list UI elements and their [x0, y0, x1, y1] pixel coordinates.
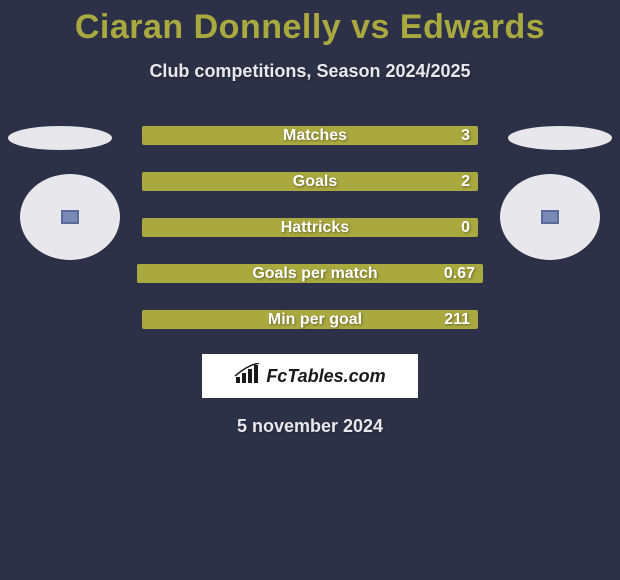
- stat-value: 2: [461, 173, 470, 191]
- chart-bars-icon: [234, 363, 260, 390]
- right-player-ellipse: [508, 126, 612, 150]
- left-player-ellipse: [8, 126, 112, 150]
- stat-value: 3: [461, 127, 470, 145]
- stat-label: Min per goal: [268, 311, 362, 329]
- stat-label: Goals per match: [252, 265, 377, 283]
- logo-text: FcTables.com: [266, 366, 385, 387]
- stat-value: 0: [461, 219, 470, 237]
- stat-bar-min-per-goal: Min per goal 211: [140, 308, 480, 331]
- stat-bars: Matches 3 Goals 2 Hattricks 0 Goals per …: [140, 124, 480, 331]
- stat-value: 211: [444, 311, 470, 329]
- snapshot-date: 5 november 2024: [0, 416, 620, 437]
- stat-label: Goals: [293, 173, 337, 191]
- right-player-badge: [500, 174, 600, 260]
- stat-value: 0.67: [444, 265, 475, 283]
- stats-container: Matches 3 Goals 2 Hattricks 0 Goals per …: [0, 124, 620, 331]
- stat-label: Hattricks: [281, 219, 349, 237]
- stat-bar-hattricks: Hattricks 0: [140, 216, 480, 239]
- stat-bar-goals: Goals 2: [140, 170, 480, 193]
- comparison-title: Ciaran Donnelly vs Edwards: [0, 0, 620, 47]
- season-subtitle: Club competitions, Season 2024/2025: [0, 61, 620, 82]
- right-player-icon: [541, 210, 559, 224]
- fctables-logo: FcTables.com: [202, 354, 418, 398]
- left-player-icon: [61, 210, 79, 224]
- stat-bar-goals-per-match: Goals per match 0.67: [135, 262, 485, 285]
- left-player-badge: [20, 174, 120, 260]
- stat-bar-matches: Matches 3: [140, 124, 480, 147]
- stat-label: Matches: [283, 127, 347, 145]
